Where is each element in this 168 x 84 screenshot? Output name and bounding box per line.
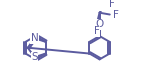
Text: F: F xyxy=(94,26,100,36)
Text: S: S xyxy=(31,52,38,62)
Text: F: F xyxy=(109,0,114,9)
Text: F: F xyxy=(113,9,119,19)
Text: O: O xyxy=(95,19,104,29)
Text: N: N xyxy=(31,33,38,43)
